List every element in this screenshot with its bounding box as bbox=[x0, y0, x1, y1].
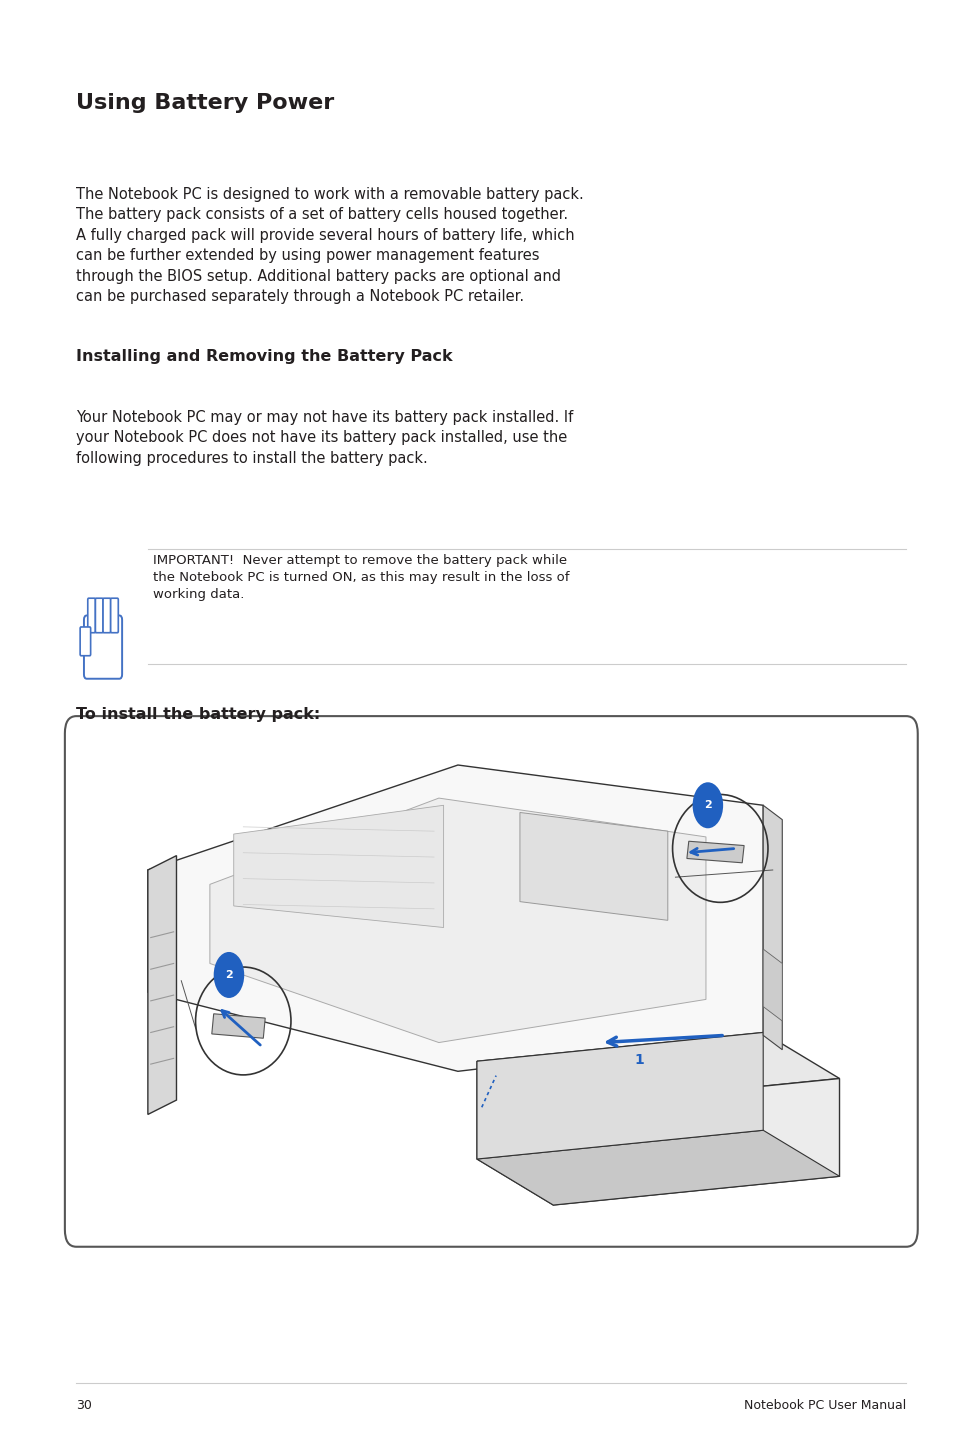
Polygon shape bbox=[762, 805, 781, 1050]
Polygon shape bbox=[476, 1032, 839, 1107]
Polygon shape bbox=[686, 841, 743, 863]
FancyBboxPatch shape bbox=[65, 716, 917, 1247]
Polygon shape bbox=[476, 1032, 762, 1159]
Text: The Notebook PC is designed to work with a removable battery pack.
The battery p: The Notebook PC is designed to work with… bbox=[76, 187, 583, 303]
Text: 1: 1 bbox=[634, 1053, 643, 1067]
Polygon shape bbox=[233, 805, 443, 928]
FancyBboxPatch shape bbox=[80, 627, 91, 656]
Circle shape bbox=[213, 952, 244, 998]
Text: Installing and Removing the Battery Pack: Installing and Removing the Battery Pack bbox=[76, 349, 453, 364]
Polygon shape bbox=[762, 949, 781, 1021]
Text: 2: 2 bbox=[703, 801, 711, 810]
Text: 30: 30 bbox=[76, 1399, 92, 1412]
Polygon shape bbox=[148, 765, 762, 1071]
Polygon shape bbox=[210, 798, 705, 1043]
Polygon shape bbox=[519, 812, 667, 920]
FancyBboxPatch shape bbox=[111, 598, 118, 633]
Polygon shape bbox=[476, 1061, 553, 1205]
Text: Notebook PC User Manual: Notebook PC User Manual bbox=[743, 1399, 905, 1412]
FancyBboxPatch shape bbox=[103, 598, 111, 633]
Text: To install the battery pack:: To install the battery pack: bbox=[76, 707, 320, 722]
Polygon shape bbox=[212, 1014, 265, 1038]
Text: IMPORTANT!  Never attempt to remove the battery pack while
the Notebook PC is tu: IMPORTANT! Never attempt to remove the b… bbox=[152, 554, 569, 601]
Text: Your Notebook PC may or may not have its battery pack installed. If
your Noteboo: Your Notebook PC may or may not have its… bbox=[76, 410, 573, 466]
FancyBboxPatch shape bbox=[95, 598, 103, 633]
Circle shape bbox=[692, 782, 722, 828]
Polygon shape bbox=[148, 856, 176, 1114]
Text: 2: 2 bbox=[225, 971, 233, 979]
FancyBboxPatch shape bbox=[84, 615, 122, 679]
Polygon shape bbox=[476, 1130, 839, 1205]
Polygon shape bbox=[553, 1078, 839, 1205]
Text: Using Battery Power: Using Battery Power bbox=[76, 93, 335, 114]
FancyBboxPatch shape bbox=[88, 598, 95, 633]
